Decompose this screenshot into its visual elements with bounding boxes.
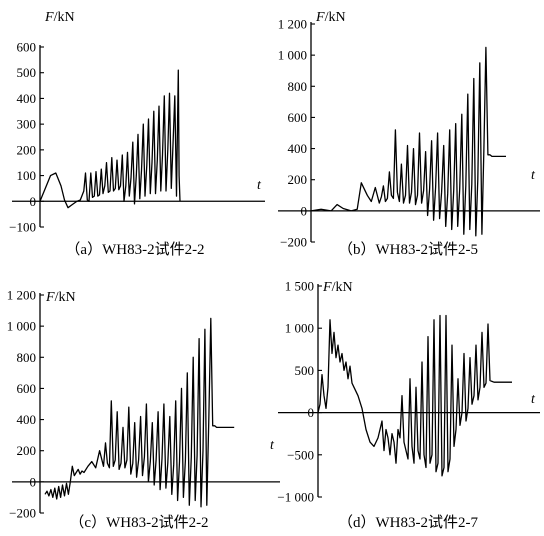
y-tick-label-b: −200	[280, 235, 307, 250]
y-tick-label-a: 500	[17, 65, 37, 80]
y-tick-label-a: 400	[17, 91, 37, 106]
y-tick-label-b: 1 200	[278, 17, 307, 32]
y-tick-label-b: 800	[288, 79, 308, 94]
y-tick-label-a: 600	[17, 40, 37, 55]
x-axis-label-b: t	[531, 168, 536, 183]
x-axis-label-d: t	[531, 392, 536, 407]
y-tick-label-d: −500	[287, 447, 314, 462]
y-tick-label-c: 400	[17, 412, 37, 427]
y-tick-label-c: 1 000	[7, 319, 36, 334]
y-tick-label-d: 500	[295, 363, 315, 378]
y-axis-label-a: F/kN	[44, 10, 75, 25]
series-line-c	[44, 317, 235, 508]
y-tick-label-d: 1 000	[285, 321, 314, 336]
y-tick-label-c: 800	[17, 350, 37, 365]
y-tick-label-a: 0	[30, 194, 37, 209]
caption-d: （d）WH83-2试件2-7	[338, 514, 478, 531]
y-tick-label-c: 0	[30, 474, 37, 489]
y-tick-label-b: 600	[288, 110, 308, 125]
y-tick-label-c: 200	[17, 443, 37, 458]
y-tick-label-a: 200	[17, 142, 37, 157]
series-line-b	[310, 46, 506, 237]
y-axis-label-c: F/kN	[45, 290, 76, 305]
y-tick-label-c: −200	[9, 506, 36, 521]
y-tick-label-b: 1 000	[278, 48, 307, 63]
series-line-d	[317, 314, 512, 477]
y-axis-label-d: F/kN	[322, 280, 353, 295]
x-axis-label-c: t	[270, 438, 275, 453]
y-tick-label-c: 1 200	[7, 288, 36, 303]
x-axis-label-a: t	[257, 178, 262, 193]
y-tick-label-b: 0	[301, 203, 308, 218]
y-tick-label-b: 200	[288, 172, 308, 187]
panel-a: −100 0 100 200 300 400 500 600 F/kN t （a）WH83-2试件2…	[9, 10, 265, 258]
y-tick-label-d: −1 000	[277, 490, 314, 505]
y-tick-label-a: 300	[17, 117, 37, 132]
y-tick-label-c: 600	[17, 381, 37, 396]
series-line-a	[39, 69, 181, 209]
panel-b: −200 0 200 400 600 800 1 000 1 200 F/kN t （b）WH83-…	[278, 10, 540, 258]
caption-a: （a）WH83-2试件2-2	[65, 241, 204, 258]
y-tick-label-b: 400	[288, 141, 308, 156]
caption-b: （b）WH83-2试件2-5	[338, 241, 478, 258]
y-tick-label-d: 1 500	[285, 279, 314, 294]
panel-c: −200 0 200 400 600 800 1 000 1 200 F/kN t （c）WH83-…	[7, 288, 280, 531]
y-tick-label-d: 0	[308, 405, 315, 420]
panel-d: −1 000 −500 0 500 1 000 1 500 F/kN t （d）WH83-2试件…	[277, 279, 540, 531]
y-tick-label-a: −100	[9, 220, 36, 235]
y-axis-label-b: F/kN	[315, 10, 346, 25]
caption-c: （c）WH83-2试件2-2	[69, 514, 208, 531]
y-tick-label-a: 100	[17, 168, 37, 183]
